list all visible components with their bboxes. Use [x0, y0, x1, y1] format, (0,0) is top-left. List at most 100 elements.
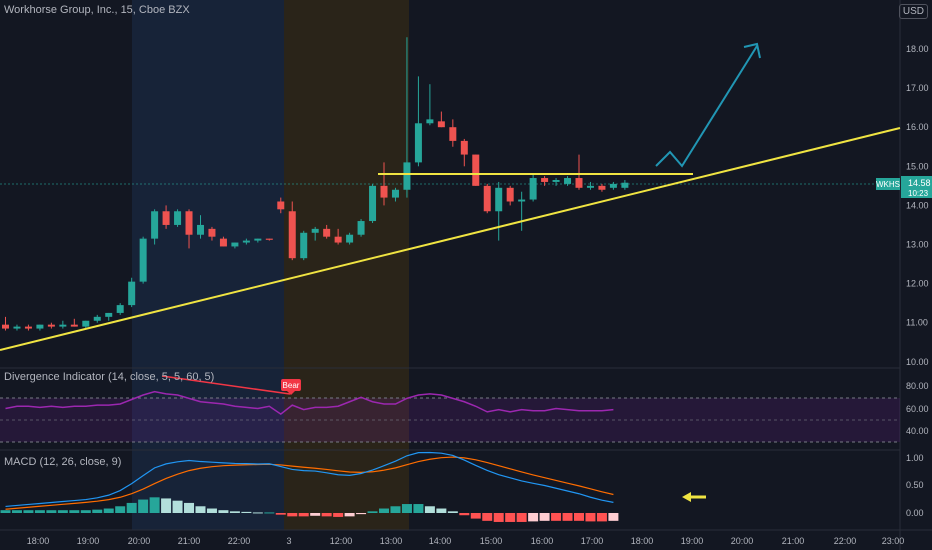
candle[interactable] — [506, 185, 514, 206]
candle[interactable] — [483, 183, 491, 214]
candle[interactable] — [162, 205, 170, 229]
candle[interactable] — [575, 154, 583, 190]
candle[interactable] — [265, 238, 273, 241]
currency-badge[interactable]: USD — [898, 4, 928, 19]
candle[interactable] — [403, 37, 411, 198]
candle[interactable] — [323, 224, 331, 239]
candle[interactable] — [105, 312, 113, 321]
candle[interactable] — [36, 324, 44, 331]
rsi-tick-label: 80.00 — [906, 381, 929, 391]
divergence-rsi-line[interactable] — [5, 390, 614, 416]
time-tick-label: 20:00 — [731, 536, 754, 546]
projection-arrow-path[interactable] — [655, 45, 758, 168]
candle[interactable] — [391, 187, 399, 202]
candle[interactable] — [174, 209, 182, 227]
candle[interactable] — [564, 176, 572, 186]
candle-body — [208, 228, 216, 237]
candle[interactable] — [93, 314, 101, 323]
candle-body — [369, 185, 377, 222]
candle[interactable] — [82, 320, 90, 329]
macd-histogram-bar — [206, 508, 217, 513]
candle[interactable] — [59, 320, 67, 329]
bear-divergence-line — [161, 375, 291, 395]
candle-body — [323, 228, 331, 237]
macd-histogram-bar — [218, 510, 229, 513]
candle-body — [426, 119, 434, 124]
candle[interactable] — [495, 181, 503, 241]
candle[interactable] — [116, 303, 124, 315]
candle[interactable] — [357, 219, 365, 237]
macd-indicator-title[interactable]: MACD (12, 26, close, 9) — [4, 456, 122, 468]
candle-body — [621, 182, 629, 188]
candle[interactable] — [541, 176, 549, 186]
candle[interactable] — [242, 238, 250, 245]
candle[interactable] — [334, 228, 342, 245]
macd-histogram-bar — [528, 513, 539, 522]
candle[interactable] — [437, 111, 445, 128]
macd-histogram-bar — [436, 508, 447, 513]
candle[interactable] — [518, 191, 526, 231]
candle-body — [2, 324, 9, 329]
macd-histogram-bar — [539, 513, 550, 521]
candle[interactable] — [70, 318, 78, 327]
candle-body — [380, 185, 388, 198]
candle[interactable] — [277, 197, 285, 214]
candle[interactable] — [346, 232, 354, 245]
rsi-tick-label: 40.00 — [906, 426, 929, 436]
divergence-indicator-title[interactable]: Divergence Indicator (14, close, 5, 5, 6… — [4, 371, 215, 383]
candle[interactable] — [254, 238, 262, 243]
candle[interactable] — [2, 316, 9, 331]
candle[interactable] — [151, 209, 159, 245]
candle[interactable] — [231, 242, 239, 249]
candle[interactable] — [208, 226, 216, 241]
macd-histogram-bar — [585, 513, 596, 522]
macd-histogram-bar — [608, 513, 619, 521]
candle[interactable] — [460, 138, 468, 167]
candle[interactable] — [139, 236, 147, 284]
candle[interactable] — [529, 174, 537, 202]
macd-tick-label: 0.50 — [906, 480, 924, 490]
candle[interactable] — [449, 119, 457, 147]
candle[interactable] — [472, 154, 480, 186]
candle[interactable] — [47, 322, 55, 329]
candle[interactable] — [609, 181, 617, 190]
candle[interactable] — [598, 183, 606, 192]
candle-body — [277, 201, 285, 210]
candle[interactable] — [311, 226, 319, 241]
candle-body — [552, 179, 560, 182]
candle[interactable] — [300, 230, 308, 261]
macd-histogram-bar — [69, 510, 80, 513]
candle[interactable] — [621, 179, 629, 190]
macd-line[interactable] — [5, 451, 614, 508]
candle[interactable] — [552, 178, 560, 186]
candle[interactable] — [128, 277, 136, 308]
chart-title[interactable]: Workhorse Group, Inc., 15, Cboe BZX — [4, 4, 190, 16]
macd-signal-line[interactable] — [5, 456, 614, 510]
candle[interactable] — [369, 183, 377, 223]
macd-histogram-bar — [115, 506, 126, 513]
candle[interactable] — [24, 324, 32, 331]
ascending-trendline[interactable] — [0, 127, 901, 351]
candle[interactable] — [414, 76, 422, 167]
macd-histogram-bar — [596, 513, 607, 522]
candle-body — [483, 185, 491, 212]
candle[interactable] — [426, 84, 434, 126]
macd-tick-label: 0.00 — [906, 508, 924, 518]
macd-histogram-bar — [149, 497, 160, 513]
candle[interactable] — [185, 209, 193, 249]
price-tick-label: 17.00 — [906, 83, 929, 93]
candle-body — [311, 228, 319, 233]
candle-body — [242, 240, 250, 243]
candle[interactable] — [13, 324, 21, 331]
candle-body — [564, 178, 572, 184]
candle[interactable] — [196, 215, 204, 239]
macd-histogram-bar — [252, 512, 263, 514]
candle[interactable] — [219, 236, 227, 247]
candle-body — [609, 183, 617, 188]
candle[interactable] — [288, 201, 296, 261]
candle-body — [518, 199, 526, 202]
candle[interactable] — [380, 162, 388, 206]
candle-body — [231, 242, 239, 247]
candle[interactable] — [586, 181, 594, 190]
